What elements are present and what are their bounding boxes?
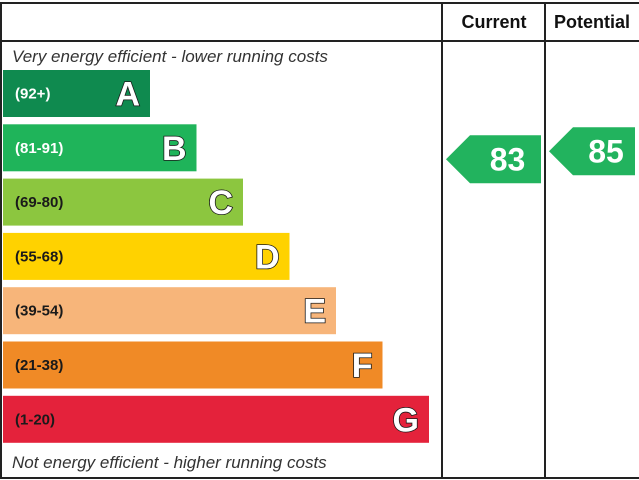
- band-bar: [3, 341, 383, 389]
- band-letter-label: C: [208, 184, 233, 222]
- top-caption: Very energy efficient - lower running co…: [12, 47, 328, 66]
- band-c: (69-80) C: [3, 178, 243, 226]
- band-letter-label: B: [162, 130, 187, 168]
- band-range-label: (92+): [15, 86, 50, 103]
- band-range-label: (55-68): [15, 248, 63, 265]
- rating-indicators: 83 85: [446, 127, 635, 184]
- band-e: (39-54) E: [3, 287, 336, 335]
- band-bar: [3, 395, 429, 443]
- current-rating-value: 83: [490, 141, 526, 177]
- band-letter-label: A: [115, 76, 140, 114]
- band-range-label: (21-38): [15, 357, 63, 374]
- potential-rating: 85: [549, 127, 635, 176]
- column-header-potential: Potential: [554, 12, 630, 32]
- band-letter-label: D: [255, 238, 280, 276]
- band-letter-label: G: [393, 401, 419, 439]
- current-rating: 83: [446, 135, 541, 184]
- potential-rating-arrow: [549, 127, 635, 176]
- band-bar: [3, 70, 150, 117]
- band-bar: [3, 178, 243, 226]
- band-letter-label: F: [352, 347, 373, 385]
- bottom-caption: Not energy efficient - higher running co…: [12, 453, 327, 472]
- band-f: (21-38) F: [3, 341, 383, 389]
- band-letter-label: E: [303, 293, 326, 331]
- band-range-label: (69-80): [15, 194, 63, 211]
- band-g: (1-20) G: [3, 395, 429, 443]
- band-d: (55-68) D: [3, 232, 290, 280]
- band-range-label: (1-20): [15, 411, 55, 428]
- band-range-label: (39-54): [15, 303, 63, 320]
- current-rating-arrow: [446, 135, 541, 184]
- rating-bands: (92+) A (81-91) B (69-80) C (55-68) D (39-54) E (2…: [3, 70, 429, 443]
- band-bar: [3, 124, 197, 172]
- band-b: (81-91) B: [3, 124, 197, 172]
- band-bar: [3, 232, 290, 280]
- band-bar: [3, 287, 336, 335]
- potential-rating-value: 85: [588, 133, 624, 169]
- band-a: (92+) A: [3, 70, 150, 117]
- column-header-current: Current: [461, 12, 526, 32]
- band-range-label: (81-91): [15, 140, 63, 157]
